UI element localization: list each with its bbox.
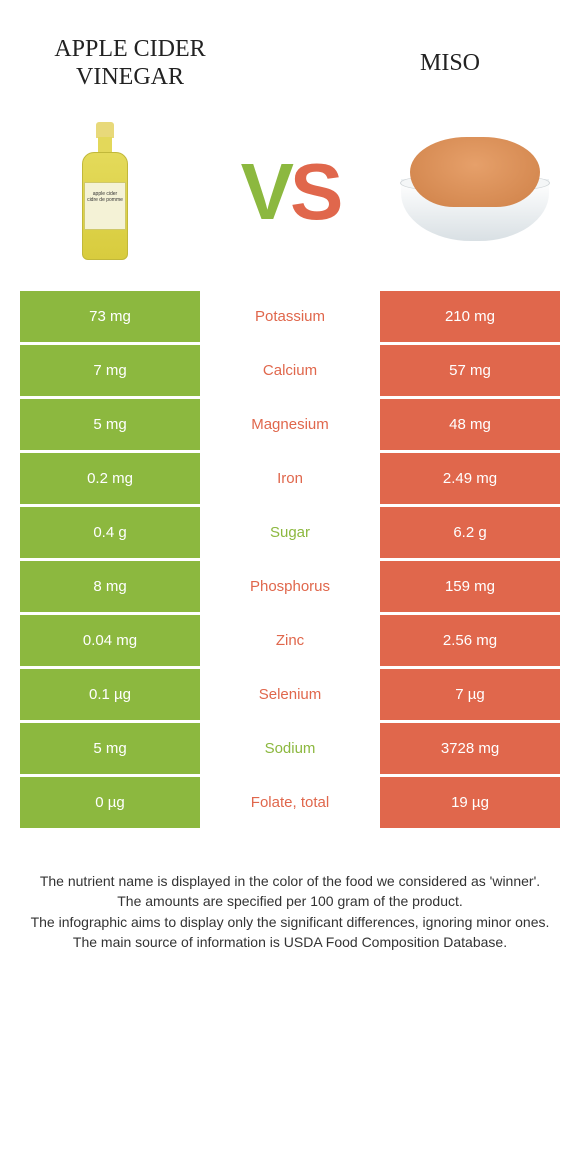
- nutrient-label: Folate, total: [200, 777, 380, 828]
- right-value: 48 mg: [380, 399, 560, 450]
- right-value: 7 µg: [380, 669, 560, 720]
- right-value: 3728 mg: [380, 723, 560, 774]
- left-value: 5 mg: [20, 399, 200, 450]
- nutrient-label: Selenium: [200, 669, 380, 720]
- bottle-label-2: cidre de pomme: [87, 197, 123, 203]
- right-value: 2.49 mg: [380, 453, 560, 504]
- table-row: 8 mgPhosphorus159 mg: [20, 561, 560, 612]
- footer-line-4: The main source of information is USDA F…: [30, 932, 550, 952]
- table-row: 0 µgFolate, total19 µg: [20, 777, 560, 828]
- nutrient-label: Phosphorus: [200, 561, 380, 612]
- header: APPLE CIDER VINEGAR MISO: [0, 0, 580, 101]
- table-row: 0.4 gSugar6.2 g: [20, 507, 560, 558]
- right-title: MISO: [350, 50, 550, 78]
- left-value: 7 mg: [20, 345, 200, 396]
- table-row: 0.2 mgIron2.49 mg: [20, 453, 560, 504]
- left-value: 5 mg: [20, 723, 200, 774]
- table-row: 5 mgMagnesium48 mg: [20, 399, 560, 450]
- left-value: 8 mg: [20, 561, 200, 612]
- vs-label: VS: [241, 146, 340, 238]
- table-row: 0.04 mgZinc2.56 mg: [20, 615, 560, 666]
- bottle-icon: apple cider cidre de pomme: [80, 122, 130, 262]
- nutrient-label: Potassium: [200, 291, 380, 342]
- right-value: 210 mg: [380, 291, 560, 342]
- table-row: 0.1 µgSelenium7 µg: [20, 669, 560, 720]
- footer-notes: The nutrient name is displayed in the co…: [0, 831, 580, 952]
- left-image: apple cider cidre de pomme: [30, 117, 180, 267]
- right-value: 6.2 g: [380, 507, 560, 558]
- nutrient-label: Sodium: [200, 723, 380, 774]
- vs-s: S: [290, 146, 339, 238]
- nutrient-label: Zinc: [200, 615, 380, 666]
- table-row: 73 mgPotassium210 mg: [20, 291, 560, 342]
- left-value: 0 µg: [20, 777, 200, 828]
- right-value: 2.56 mg: [380, 615, 560, 666]
- left-value: 0.04 mg: [20, 615, 200, 666]
- nutrient-table: 73 mgPotassium210 mg7 mgCalcium57 mg5 mg…: [20, 291, 560, 828]
- left-value: 0.4 g: [20, 507, 200, 558]
- images-row: apple cider cidre de pomme VS: [0, 101, 580, 291]
- footer-line-1: The nutrient name is displayed in the co…: [30, 871, 550, 891]
- nutrient-label: Iron: [200, 453, 380, 504]
- table-row: 5 mgSodium3728 mg: [20, 723, 560, 774]
- footer-line-2: The amounts are specified per 100 gram o…: [30, 891, 550, 911]
- right-image: [400, 117, 550, 267]
- right-value: 19 µg: [380, 777, 560, 828]
- left-title: APPLE CIDER VINEGAR: [30, 36, 230, 91]
- nutrient-label: Sugar: [200, 507, 380, 558]
- vs-v: V: [241, 146, 290, 238]
- left-value: 0.2 mg: [20, 453, 200, 504]
- footer-line-3: The infographic aims to display only the…: [30, 912, 550, 932]
- miso-bowl-icon: [400, 137, 550, 247]
- left-value: 73 mg: [20, 291, 200, 342]
- right-value: 159 mg: [380, 561, 560, 612]
- table-row: 7 mgCalcium57 mg: [20, 345, 560, 396]
- nutrient-label: Magnesium: [200, 399, 380, 450]
- nutrient-label: Calcium: [200, 345, 380, 396]
- right-value: 57 mg: [380, 345, 560, 396]
- left-value: 0.1 µg: [20, 669, 200, 720]
